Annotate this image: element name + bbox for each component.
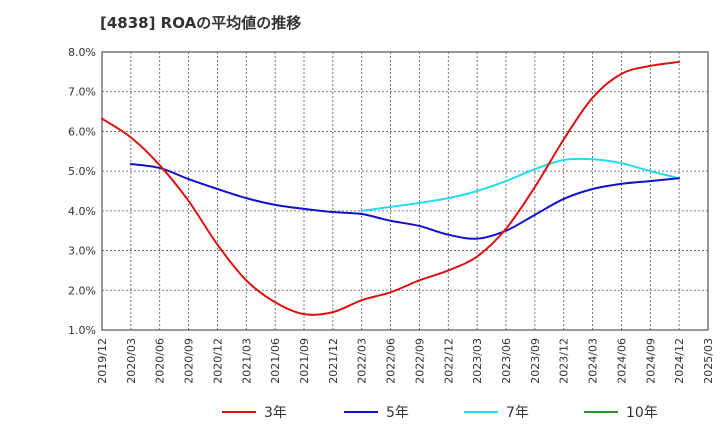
y-tick-label: 8.0%: [68, 46, 96, 59]
x-tick-label: 2019/12: [96, 338, 109, 384]
x-tick-label: 2024/03: [587, 338, 600, 384]
x-tick-label: 2022/06: [385, 338, 398, 384]
x-tick-label: 2025/03: [702, 338, 715, 384]
y-axis-ticks: 1.0% 2.0% 3.0% 4.0% 5.0% 6.0% 7.0% 8.0%: [68, 46, 96, 337]
y-tick-label: 1.0%: [68, 324, 96, 337]
y-tick-label: 7.0%: [68, 86, 96, 99]
legend-label: 10年: [626, 405, 658, 421]
plot-area: [101, 51, 709, 331]
x-tick-label: 2024/09: [644, 338, 657, 384]
x-tick-label: 2020/06: [154, 338, 167, 384]
x-tick-label: 2021/03: [240, 338, 253, 384]
legend: 3年 5年 7年 10年: [222, 405, 658, 421]
series-line-2: [129, 162, 681, 240]
grid-lines: [102, 52, 708, 330]
x-axis-ticks: 2019/12 2020/03 2020/06 2020/09 2020/12 2021/…: [96, 338, 715, 384]
x-tick-label: 2020/09: [183, 338, 196, 384]
x-tick-label: 2023/03: [471, 338, 484, 384]
x-tick-label: 2020/12: [211, 338, 224, 384]
x-tick-label: 2024/12: [673, 338, 686, 384]
y-tick-label: 5.0%: [68, 165, 96, 178]
x-tick-label: 2021/12: [327, 338, 340, 384]
legend-label: 3年: [264, 405, 287, 421]
y-tick-label: 3.0%: [68, 245, 96, 258]
x-tick-label: 2022/03: [356, 338, 369, 384]
x-tick-label: 2023/09: [529, 338, 542, 384]
y-tick-label: 4.0%: [68, 205, 96, 218]
series-lines: [101, 60, 681, 316]
x-tick-label: 2021/06: [269, 338, 282, 384]
series-line-3: [360, 157, 681, 212]
y-tick-label: 2.0%: [68, 284, 96, 297]
chart-title: [4838] ROAの平均値の推移: [100, 14, 302, 32]
x-tick-label: 2023/12: [558, 338, 571, 384]
x-tick-label: 2024/06: [615, 338, 628, 384]
y-tick-label: 6.0%: [68, 125, 96, 138]
legend-label: 7年: [506, 405, 529, 421]
x-tick-label: 2023/06: [500, 338, 513, 384]
x-tick-label: 2022/09: [413, 338, 426, 384]
series-line-1: [101, 60, 681, 316]
x-tick-label: 2020/03: [125, 338, 138, 384]
legend-label: 5年: [386, 405, 409, 421]
x-tick-label: 2022/12: [442, 338, 455, 384]
x-tick-label: 2021/09: [298, 338, 311, 384]
